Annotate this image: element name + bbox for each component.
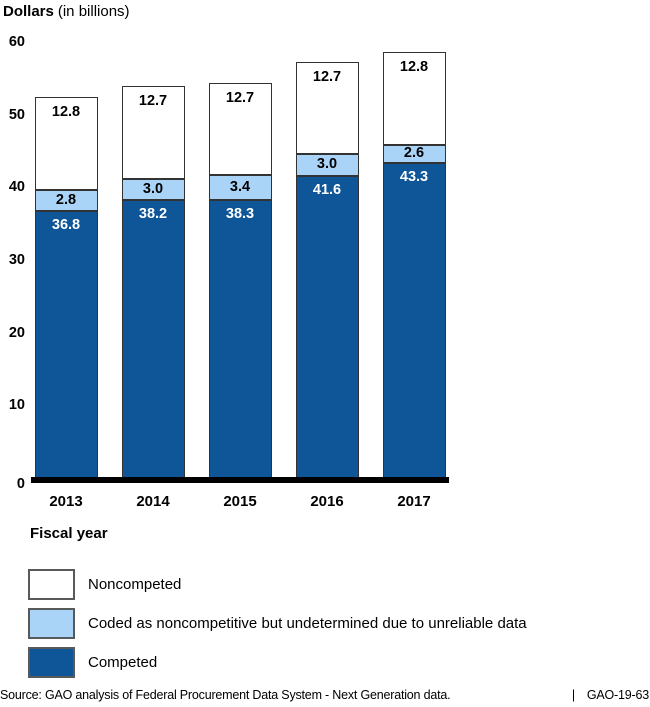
bar-segment-competed: 36.8 (34, 210, 98, 478)
y-axis-tick-label: 40 (8, 179, 25, 196)
legend-label: Competed (88, 654, 158, 671)
legend-item-unreliable-data: Coded as noncompetitive but undetermined… (28, 608, 527, 639)
y-axis-tick-label: 60 (8, 34, 25, 50)
x-axis-tick-label: 2015 (223, 493, 257, 510)
y-axis-tick-label: 0 (16, 476, 25, 492)
unreliable-data-swatch-icon (28, 608, 75, 639)
y-axis: 0 10 20 30 40 50 60 (0, 0, 25, 500)
bar-value-label: 12.8 (399, 58, 429, 75)
x-axis-tick-label: 2017 (397, 493, 431, 510)
chart-title-sub: (in billions) (57, 3, 130, 20)
report-number: GAO-19-63 (586, 688, 649, 702)
chart-title-main: Dollars (3, 3, 54, 20)
bar-segment-coded: 2.6 (382, 144, 446, 164)
bar-value-label: 2.6 (403, 145, 425, 162)
x-axis-tick-label: 2013 (49, 493, 83, 510)
y-axis-tick-label: 30 (8, 252, 25, 268)
bar-value-label: 3.0 (316, 156, 338, 173)
bar-group-2017: 43.3 2.6 12.8 (382, 51, 446, 478)
bar-value-label: 41.6 (312, 181, 342, 198)
bar-segment-noncompeted: 12.7 (208, 82, 272, 176)
bar-segment-coded: 3.4 (208, 175, 272, 200)
plot-area: 36.8 2.8 12.8 38.2 3.0 12.7 38.3 3.4 12.7 41.6 3.0… (34, 51, 446, 478)
bar-value-label: 12.7 (225, 89, 255, 106)
bar-segment-competed: 38.3 (208, 199, 272, 478)
bar-group-2014: 38.2 3.0 12.7 (121, 86, 185, 478)
source-separator: | (571, 688, 575, 702)
bar-segment-competed: 38.2 (121, 200, 185, 478)
bar-segment-noncompeted: 12.8 (34, 97, 98, 191)
y-axis-tick-label: 10 (8, 397, 25, 414)
bar-segment-noncompeted: 12.8 (382, 51, 446, 145)
source-line: Source: GAO analysis of Federal Procurem… (0, 688, 650, 702)
bar-segment-competed: 41.6 (295, 175, 359, 478)
bar-value-label: 12.8 (51, 104, 81, 121)
bar-segment-coded: 3.0 (295, 153, 359, 176)
legend: Noncompeted Coded as noncompetitive but … (28, 569, 527, 678)
bar-group-2015: 38.3 3.4 12.7 (208, 82, 272, 478)
bar-value-label: 38.2 (138, 206, 168, 223)
bar-value-label: 38.3 (225, 205, 255, 222)
y-axis-tick-label: 20 (8, 324, 25, 341)
bar-value-label: 2.8 (55, 191, 77, 208)
bar-value-label: 3.4 (229, 178, 251, 195)
noncompeted-swatch-icon (28, 569, 75, 600)
chart-title: Dollars (in billions) (3, 3, 130, 20)
bar-value-label: 12.7 (312, 68, 342, 85)
x-axis: 2013 2014 2015 2016 2017 (0, 493, 650, 513)
source-report-group: | GAO-19-63 (572, 688, 650, 702)
bar-value-label: 43.3 (399, 169, 429, 186)
bar-value-label: 36.8 (51, 216, 81, 233)
bar-segment-noncompeted: 12.7 (121, 86, 185, 179)
x-axis-line (31, 477, 449, 483)
y-axis-tick-label: 50 (8, 106, 25, 123)
x-axis-tick-label: 2016 (310, 493, 344, 510)
competed-swatch-icon (28, 647, 75, 678)
legend-label: Coded as noncompetitive but undetermined… (88, 615, 527, 632)
bar-value-label: 12.7 (138, 93, 168, 110)
source-text: Source: GAO analysis of Federal Procurem… (0, 688, 451, 702)
bar-group-2016: 41.6 3.0 12.7 (295, 61, 359, 478)
bar-segment-coded: 2.8 (34, 190, 98, 211)
legend-item-competed: Competed (28, 647, 527, 678)
bar-segment-coded: 3.0 (121, 178, 185, 201)
x-axis-title: Fiscal year (30, 525, 108, 542)
legend-label: Noncompeted (88, 576, 182, 593)
legend-item-noncompeted: Noncompeted (28, 569, 527, 600)
bar-group-2013: 36.8 2.8 12.8 (34, 97, 98, 478)
bar-value-label: 3.0 (142, 181, 164, 197)
x-axis-tick-label: 2014 (136, 493, 170, 510)
bar-segment-noncompeted: 12.7 (295, 61, 359, 154)
bar-segment-competed: 43.3 (382, 163, 446, 478)
